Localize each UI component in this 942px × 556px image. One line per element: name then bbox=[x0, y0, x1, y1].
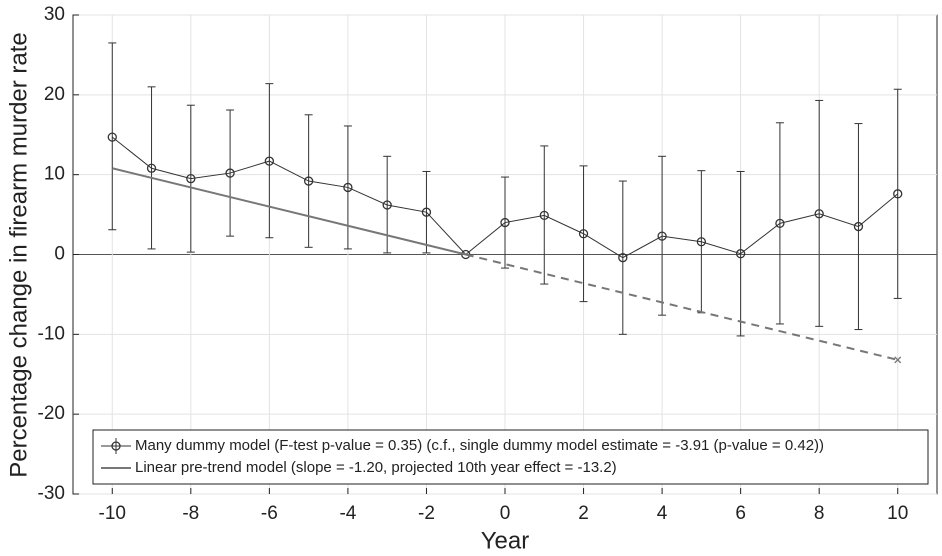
x-tick-label: -10 bbox=[99, 503, 126, 524]
marker bbox=[539, 210, 549, 221]
marker bbox=[657, 231, 667, 241]
x-tick-label: -6 bbox=[261, 503, 278, 524]
marker bbox=[264, 156, 275, 166]
marker bbox=[814, 209, 824, 219]
x-tick-label: 4 bbox=[657, 503, 668, 524]
x-tick-label: 8 bbox=[814, 503, 825, 524]
series-line bbox=[111, 136, 899, 259]
x-axis-label: Year bbox=[481, 527, 530, 554]
marker bbox=[186, 174, 196, 184]
marker bbox=[735, 249, 746, 259]
marker bbox=[107, 132, 117, 142]
legend-label: Linear pre-trend model (slope = -1.20, p… bbox=[135, 459, 617, 476]
y-axis-label: Percentage change in firearm murder rate bbox=[5, 32, 32, 478]
marker bbox=[775, 218, 785, 229]
marker bbox=[696, 237, 707, 247]
marker bbox=[500, 217, 510, 228]
x-tick-label: -2 bbox=[418, 503, 435, 524]
error-bar bbox=[108, 42, 117, 231]
y-tick-label: -10 bbox=[38, 323, 65, 344]
y-tick-label: 30 bbox=[44, 4, 65, 25]
series-line bbox=[465, 253, 898, 361]
marker bbox=[578, 229, 589, 239]
x-tick-label: -4 bbox=[339, 503, 356, 524]
series-line bbox=[112, 167, 466, 256]
legend-label: Many dummy model (F-test p-value = 0.35)… bbox=[135, 437, 824, 454]
legend-box bbox=[92, 429, 929, 485]
marker bbox=[853, 221, 864, 232]
x-tick-label: -8 bbox=[182, 503, 199, 524]
marker bbox=[343, 182, 353, 193]
y-tick-label: -20 bbox=[38, 403, 65, 424]
marker bbox=[894, 356, 902, 364]
x-tick-label: 0 bbox=[500, 503, 511, 524]
y-tick-label: -30 bbox=[38, 483, 65, 504]
x-tick-label: 2 bbox=[578, 503, 589, 524]
x-tick-label: 6 bbox=[735, 503, 746, 524]
marker bbox=[146, 163, 157, 173]
x-tick-label: 10 bbox=[887, 503, 908, 524]
marker bbox=[421, 207, 432, 217]
marker bbox=[893, 189, 903, 199]
y-tick-label: 0 bbox=[54, 244, 65, 265]
y-tick-label: 10 bbox=[44, 164, 65, 185]
marker bbox=[618, 253, 628, 263]
y-tick-label: 20 bbox=[44, 84, 65, 105]
marker bbox=[303, 176, 314, 186]
marker bbox=[382, 200, 392, 210]
marker bbox=[225, 168, 235, 178]
